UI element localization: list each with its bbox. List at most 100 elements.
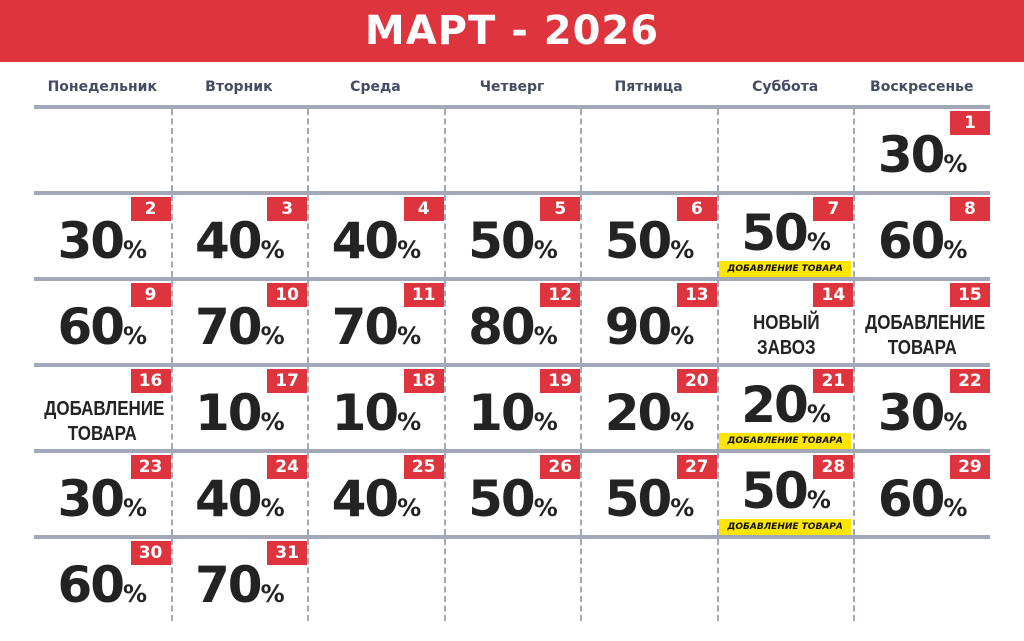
discount-value: 40% — [309, 469, 444, 538]
day-number-badge: 10 — [267, 283, 308, 307]
percent-sign: % — [397, 408, 422, 436]
day-number-badge: 29 — [949, 455, 990, 479]
day-cell: 2 30% — [34, 195, 171, 277]
discount-number: 60 — [57, 556, 125, 614]
day-cell: 17 10% — [170, 367, 308, 452]
day-number-badge: 20 — [676, 369, 717, 393]
percent-sign: % — [123, 580, 148, 608]
percent-sign: % — [670, 408, 695, 436]
percent-sign: % — [943, 408, 968, 436]
day-cell: 21 20% ДОБАВЛЕНИЕ ТОВАРА — [716, 367, 854, 449]
discount-number: 70 — [331, 298, 400, 356]
discount-value: 70% — [173, 297, 308, 366]
discount-number: 60 — [877, 212, 946, 270]
discount-number: 20 — [604, 384, 673, 442]
empty-cell — [443, 109, 581, 191]
week-row: 30 60% 31 70% — [34, 535, 990, 621]
discount-value: 30% — [34, 211, 171, 280]
discount-value: 50% — [719, 203, 854, 272]
percent-sign: % — [806, 228, 831, 256]
weekday-label: Понедельник — [47, 79, 157, 95]
day-cell: 18 10% — [307, 367, 444, 449]
discount-number: 30 — [877, 384, 946, 442]
day-number-badge: 2 — [130, 197, 171, 221]
percent-sign: % — [670, 236, 695, 264]
day-cell: 10 70% — [170, 281, 308, 366]
day-number-badge: 25 — [403, 455, 444, 479]
week-row: 1 30% — [34, 105, 990, 191]
discount-number: 50 — [741, 204, 809, 262]
day-cell: 24 40% — [170, 453, 308, 538]
event-text-line: ТОВАРА — [888, 337, 958, 359]
day-cell: 28 50% ДОБАВЛЕНИЕ ТОВАРА — [716, 453, 854, 535]
day-number-badge: 26 — [540, 455, 581, 479]
discount-value: 20% — [719, 375, 854, 444]
restock-note-badge: ДОБАВЛЕНИЕ ТОВАРА — [718, 433, 852, 449]
percent-sign: % — [670, 494, 695, 522]
day-cell: 1 30% — [853, 109, 990, 191]
percent-sign: % — [806, 400, 831, 428]
day-cell: 25 40% — [307, 453, 444, 535]
weekday-label: Пятница — [614, 79, 683, 95]
discount-value: 50% — [582, 469, 717, 538]
discount-number: 40 — [331, 470, 400, 528]
discount-value: 60% — [855, 211, 990, 280]
weekday-label: Вторник — [205, 79, 273, 95]
discount-value: 40% — [173, 469, 308, 538]
day-event-text: ДОБАВЛЕНИЕ ТОВАРА — [44, 397, 164, 447]
percent-sign: % — [943, 150, 968, 178]
day-cell: 12 80% — [443, 281, 581, 363]
weekday-label: Воскресенье — [870, 79, 974, 95]
day-number-badge: 12 — [540, 283, 581, 307]
discount-number: 60 — [877, 470, 946, 528]
day-number-badge: 1 — [949, 111, 990, 135]
empty-cell — [716, 109, 854, 191]
day-cell: 27 50% — [580, 453, 717, 535]
day-cell: 13 90% — [580, 281, 717, 363]
day-number-badge: 28 — [813, 455, 854, 479]
day-event-text: НОВЫЙ ЗАВОЗ — [729, 311, 843, 361]
discount-number: 50 — [468, 212, 536, 270]
day-cell: 6 50% — [580, 195, 717, 277]
percent-sign: % — [260, 494, 285, 522]
percent-sign: % — [397, 236, 422, 264]
percent-sign: % — [260, 236, 285, 264]
day-number-badge: 4 — [403, 197, 444, 221]
discount-value: 10% — [173, 383, 308, 452]
empty-cell — [853, 539, 990, 621]
day-number-badge: 3 — [267, 197, 308, 221]
discount-value: 30% — [855, 383, 990, 452]
percent-sign: % — [533, 494, 558, 522]
discount-number: 80 — [468, 298, 536, 356]
percent-sign: % — [943, 236, 968, 264]
discount-number: 60 — [57, 298, 125, 356]
day-cell: 8 60% — [853, 195, 990, 277]
percent-sign: % — [123, 322, 148, 350]
day-cell: 9 60% — [34, 281, 171, 363]
day-number-badge: 9 — [130, 283, 171, 307]
weekday-label: Суббота — [752, 79, 819, 95]
percent-sign: % — [123, 494, 148, 522]
day-number-badge: 7 — [813, 197, 854, 221]
discount-value: 30% — [34, 469, 171, 538]
event-text-line: ДОБАВЛЕНИЕ — [865, 312, 986, 334]
discount-value: 50% — [582, 211, 717, 280]
discount-value: 30% — [855, 125, 990, 194]
day-number-badge: 31 — [267, 541, 308, 565]
day-cell: 19 10% — [443, 367, 581, 449]
discount-value: 90% — [582, 297, 717, 366]
day-cell: 30 60% — [34, 539, 171, 621]
discount-number: 40 — [331, 212, 400, 270]
percent-sign: % — [260, 322, 285, 350]
discount-number: 50 — [604, 212, 673, 270]
discount-value: 70% — [309, 297, 444, 366]
week-row: 16 ДОБАВЛЕНИЕ ТОВАРА 17 10% 18 10% 19 10% 20 20% 21… — [34, 363, 990, 449]
discount-number: 30 — [57, 212, 125, 270]
day-cell: 3 40% — [170, 195, 308, 277]
discount-value: 60% — [34, 297, 171, 366]
percent-sign: % — [533, 236, 558, 264]
day-number-badge: 22 — [949, 369, 990, 393]
weekday-label: Среда — [350, 79, 401, 95]
empty-cell — [580, 539, 717, 621]
discount-value: 70% — [173, 555, 308, 624]
